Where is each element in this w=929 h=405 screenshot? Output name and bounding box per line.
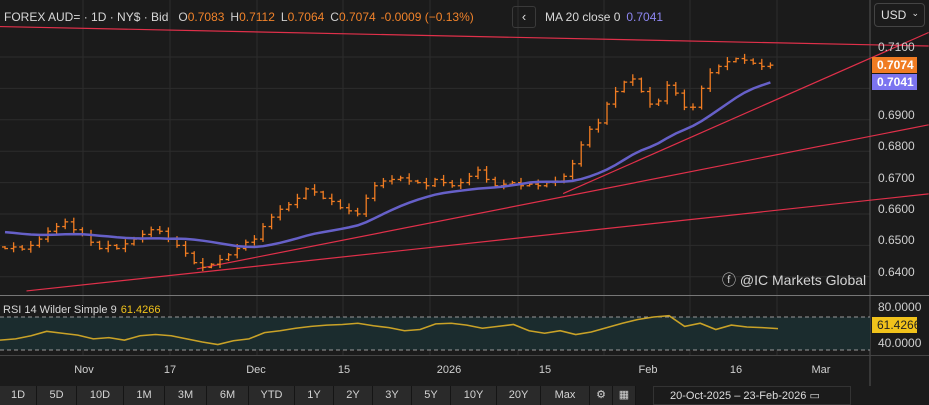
range-button-ytd[interactable]: YTD (249, 386, 295, 405)
rsi-value: 61.4266 (120, 304, 161, 316)
time-axis-label: Mar (811, 364, 831, 376)
chevron-down-icon: ⌄ (911, 8, 919, 18)
range-button-1y[interactable]: 1Y (295, 386, 334, 405)
high-value: 0.7112 (239, 10, 275, 24)
ma-line (4, 81, 771, 249)
range-button-5y[interactable]: 5Y (412, 386, 451, 405)
price-axis-label: 0.7100 (878, 40, 915, 54)
price-axis-label: 0.6600 (878, 202, 915, 216)
trendline (26, 193, 929, 292)
rsi-axis-80: 80.0000 (878, 300, 922, 314)
trendline (196, 124, 929, 270)
range-buttons: 1D 5D 10D 1M 3M 6M YTD 1Y 2Y 3Y 5Y 10Y 20Y Max ⚙ ▦ (0, 386, 636, 405)
settings-icon[interactable]: ⚙ (590, 386, 613, 405)
ma-label: MA 20 close 0 (545, 10, 621, 24)
currency-value: USD (881, 8, 907, 22)
range-button-1d[interactable]: 1D (0, 386, 37, 405)
rsi-label: RSI 14 Wilder Simple 9 (3, 304, 117, 316)
range-button-max[interactable]: Max (541, 386, 590, 405)
calendar-icon: ▭ (809, 390, 820, 402)
instrument-label: FOREX AUD= · 1D · NY$ · Bid (4, 10, 169, 24)
price-axis-label: 0.6900 (878, 108, 915, 122)
range-button-20y[interactable]: 20Y (497, 386, 541, 405)
trendline (562, 31, 929, 195)
date-range-text: 20-Oct-2025 – 23-Feb-2026 (670, 390, 807, 402)
ma-price-tag: 0.7041 (872, 74, 917, 90)
range-button-3y[interactable]: 3Y (373, 386, 412, 405)
last-price-tag: 0.7074 (872, 57, 917, 73)
ma-legend[interactable]: MA 20 close 0 0.7041 (545, 10, 663, 24)
trendline (0, 25, 929, 47)
time-axis-label: Nov (74, 364, 94, 376)
open-label: O (178, 10, 188, 24)
open-value: 0.7083 (187, 10, 225, 24)
quote-header: FOREX AUD= · 1D · NY$ · Bid O 0.7083 H 0.7… (4, 10, 474, 24)
rsi-band (0, 317, 870, 350)
low-label: L (280, 10, 288, 24)
time-axis-label: 16 (729, 364, 743, 376)
rsi-value-tag: 61.4266 (872, 317, 920, 333)
low-value: 0.7064 (287, 10, 325, 24)
time-axis-label: Feb (638, 364, 658, 376)
high-label: H (230, 10, 240, 24)
close-label: C (330, 10, 339, 24)
chevron-left-icon: ‹ (521, 9, 527, 24)
range-button-5d[interactable]: 5D (37, 386, 77, 405)
price-axis-label: 0.6500 (878, 233, 915, 247)
price-axis-label: 0.6800 (878, 139, 915, 153)
change-value: -0.0009 (−0.13%) (380, 10, 474, 24)
range-button-6m[interactable]: 6M (207, 386, 249, 405)
range-button-3m[interactable]: 3M (165, 386, 207, 405)
range-button-10y[interactable]: 10Y (451, 386, 497, 405)
watermark-text: @IC Markets Global (739, 272, 867, 288)
rsi-axis-40: 40.0000 (878, 336, 922, 350)
range-button-1m[interactable]: 1M (124, 386, 165, 405)
time-axis-label: 2026 (436, 364, 462, 376)
time-axis-label: 15 (337, 364, 351, 376)
time-axis-label: Dec (246, 364, 266, 376)
facebook-icon: ⓕ (722, 272, 740, 288)
date-range-picker[interactable]: 20-Oct-2025 – 23-Feb-2026 ▭ (653, 386, 851, 405)
collapse-legend-button[interactable]: ‹ (512, 6, 536, 28)
close-value: 0.7074 (338, 10, 376, 24)
rsi-line (0, 314, 779, 346)
grid-icon[interactable]: ▦ (613, 386, 636, 405)
watermark: ⓕ @IC Markets Global (722, 272, 866, 288)
currency-select[interactable]: USD ⌄ (874, 3, 925, 27)
rsi-legend[interactable]: RSI 14 Wilder Simple 9 61.4266 (3, 304, 161, 316)
time-axis-label: 17 (163, 364, 177, 376)
price-axis-label: 0.6400 (878, 265, 915, 279)
price-axis-label: 0.6700 (878, 171, 915, 185)
range-button-10d[interactable]: 10D (77, 386, 124, 405)
time-axis-label: 15 (538, 364, 552, 376)
range-button-2y[interactable]: 2Y (334, 386, 373, 405)
ma-value: 0.7041 (626, 10, 664, 24)
